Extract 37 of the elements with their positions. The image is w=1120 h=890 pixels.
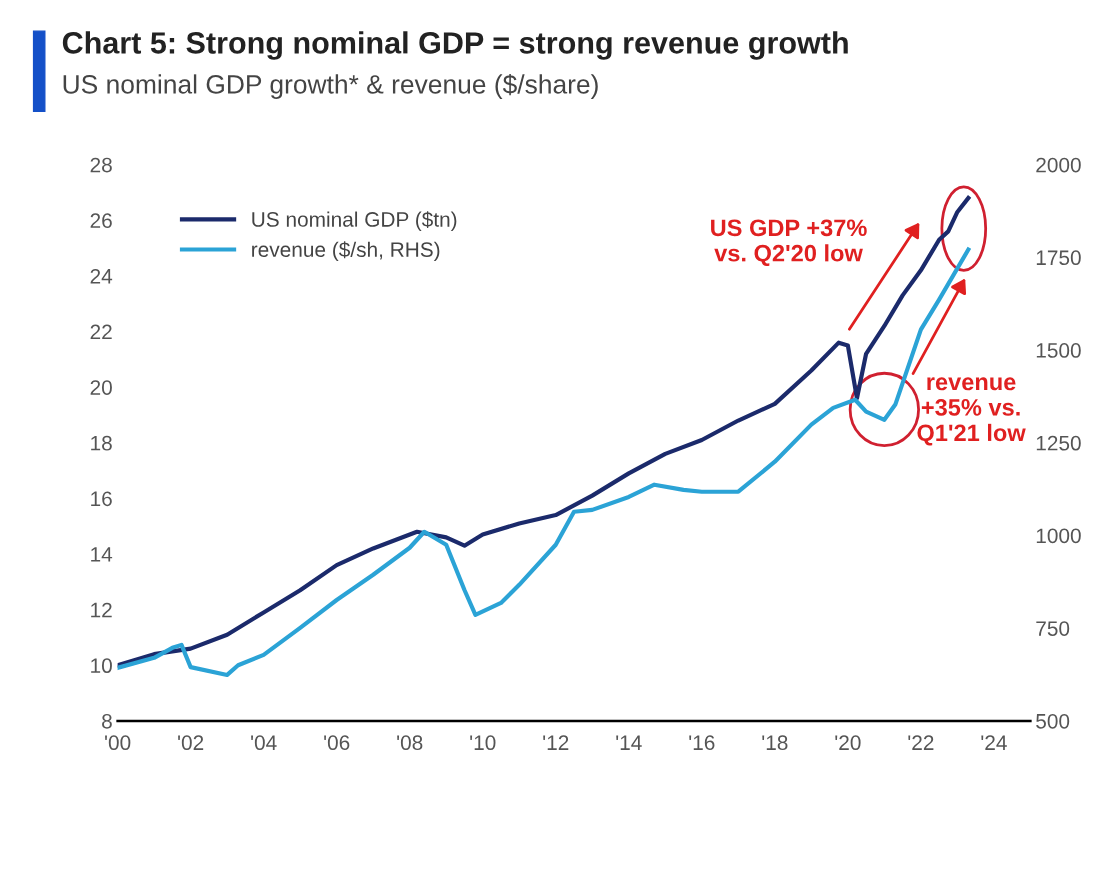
chart-title: Chart 5: Strong nominal GDP = strong revenue growth — [62, 31, 848, 60]
y2-tick-label: 750 — [1036, 621, 1070, 636]
y-tick-label: 22 — [90, 324, 112, 340]
x-tick-label: '14 — [616, 735, 642, 750]
y-tick-label: 18 — [91, 435, 112, 451]
legend-label: US nominal GDP ($tn) — [252, 211, 457, 231]
x-tick-label: '08 — [397, 735, 423, 751]
y-tick-label: 8 — [102, 713, 112, 729]
x-tick-label: '16 — [689, 735, 715, 751]
x-tick-label: '04 — [251, 735, 277, 751]
y2-tick-label: 1750 — [1036, 250, 1081, 266]
x-tick-label: '02 — [178, 735, 204, 751]
legend-label: revenue ($/sh, RHS) — [252, 241, 440, 262]
y-tick-label: 24 — [90, 268, 113, 284]
y2-tick-label: 1250 — [1036, 435, 1081, 451]
x-tick-label: '06 — [324, 735, 350, 751]
y-tick-label: 20 — [90, 380, 112, 395]
y2-tick-label: 1500 — [1036, 343, 1081, 358]
y2-tick-label: 1000 — [1036, 528, 1081, 544]
x-tick-label: '24 — [981, 735, 1007, 750]
y-tick-label: 10 — [91, 658, 112, 674]
y2-tick-label: 500 — [1036, 713, 1070, 729]
y-tick-label: 16 — [91, 491, 112, 507]
y-tick-label: 12 — [91, 602, 112, 618]
y-tick-label: 28 — [90, 157, 112, 173]
y-tick-label: 26 — [90, 213, 112, 229]
x-tick-label: '22 — [908, 735, 934, 750]
x-tick-label: '12 — [543, 735, 569, 750]
x-tick-label: '20 — [835, 735, 861, 751]
x-tick-label: '18 — [762, 735, 788, 751]
annotation: revenue +35% vs. Q1'21 low — [917, 377, 1026, 446]
y2-tick-label: 2000 — [1036, 157, 1081, 173]
y-tick-label: 14 — [91, 547, 113, 562]
x-tick-label: '00 — [105, 735, 131, 751]
chart-subtitle: US nominal GDP growth* & revenue ($/share) — [63, 73, 598, 99]
x-tick-label: '10 — [470, 735, 496, 751]
annotation: US GDP +37% vs. Q2'20 low — [711, 219, 867, 266]
